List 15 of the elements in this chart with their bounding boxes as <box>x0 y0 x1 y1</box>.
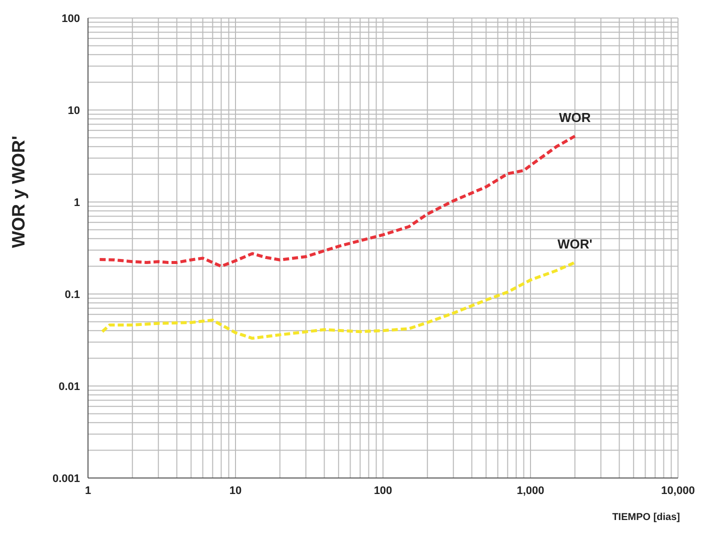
x-axis-title: TIEMPO [dias] <box>612 512 680 523</box>
y-tick-label: 0.1 <box>64 288 80 301</box>
x-tick-label: 10,000 <box>661 484 695 497</box>
x-tick-label: 10 <box>229 484 242 497</box>
series-label: WOR <box>559 110 592 126</box>
y-tick-label: 1 <box>74 196 80 209</box>
y-tick-label: 0.01 <box>58 380 80 393</box>
x-tick-label: 1 <box>84 484 92 497</box>
x-tick-label: 100 <box>374 484 392 497</box>
series-label: WOR' <box>557 236 592 252</box>
y-axis-title: WOR y WOR' <box>8 136 28 248</box>
y-tick-label: 10 <box>68 104 80 117</box>
y-tick-label: 0.001 <box>52 472 80 485</box>
x-tick-label: 1,000 <box>516 484 544 497</box>
y-tick-label: 100 <box>62 12 80 25</box>
